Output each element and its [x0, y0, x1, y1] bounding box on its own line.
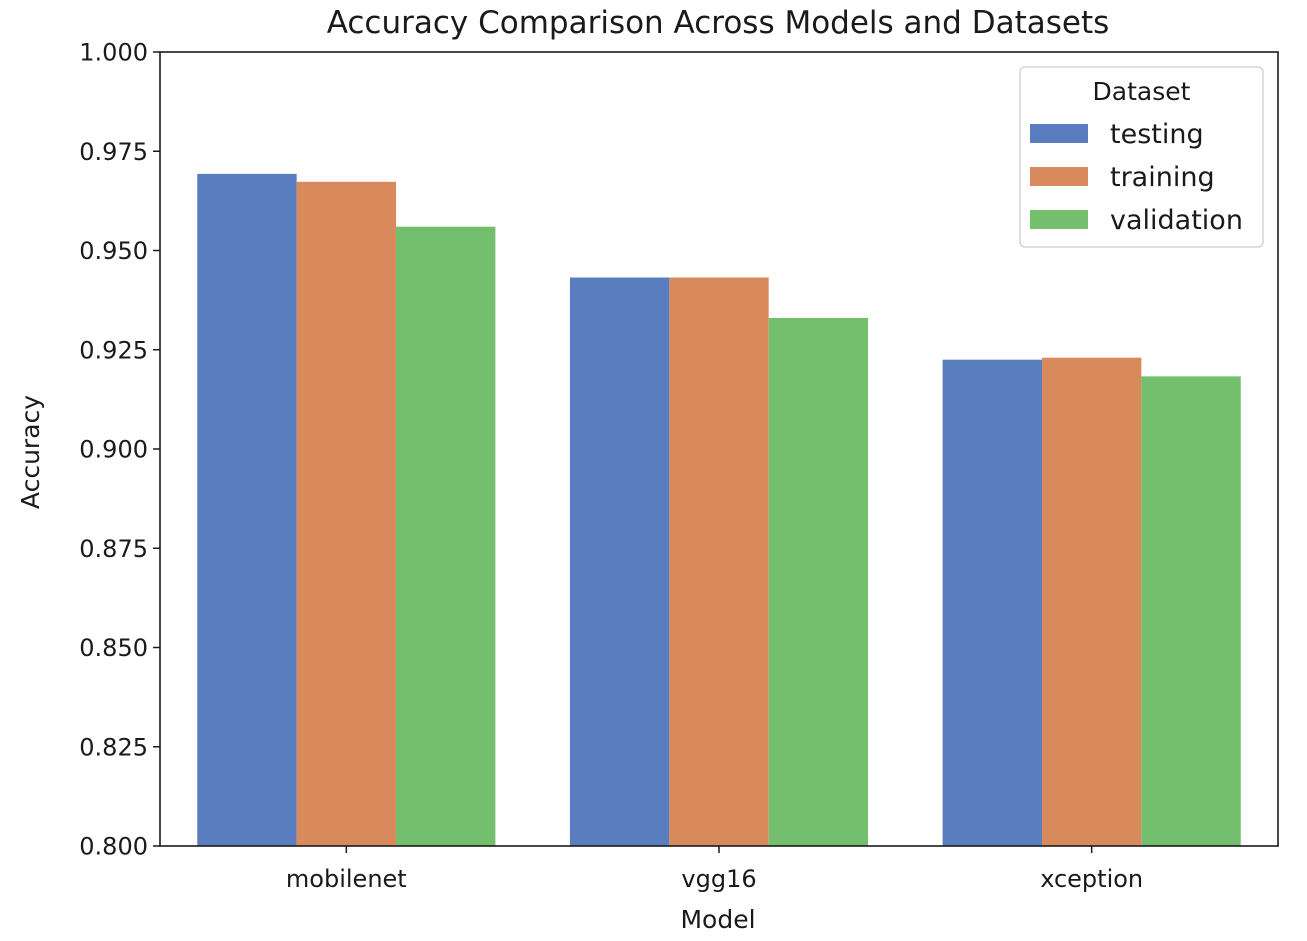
legend-label-training: training	[1110, 162, 1215, 193]
legend-title: Dataset	[1093, 77, 1191, 106]
x-tick-label: xception	[1040, 865, 1143, 893]
x-tick-label: vgg16	[681, 865, 756, 893]
y-tick-label: 0.850	[79, 634, 148, 662]
y-tick-label: 0.925	[79, 336, 148, 364]
bar-mobilenet-training	[296, 181, 397, 846]
y-tick-label: 0.800	[79, 833, 148, 861]
legend: Dataset testing training validation	[1019, 66, 1264, 248]
bar-mobilenet-testing	[197, 173, 297, 846]
legend-label-testing: testing	[1110, 119, 1204, 150]
bar-mobilenet-validation	[396, 226, 496, 846]
bar-xception-testing	[942, 359, 1042, 846]
bar-xception-validation	[1141, 376, 1241, 846]
chart-title: Accuracy Comparison Across Models and Da…	[327, 5, 1110, 41]
bar-vgg16-testing	[569, 277, 670, 846]
x-tick-label: mobilenet	[286, 865, 407, 893]
legend-swatch-training	[1030, 167, 1088, 186]
bar-vgg16-training	[669, 277, 769, 846]
axes-layer: mobilenet vgg16 xception 0.800 0.825 0.850 0.8…	[79, 39, 1279, 893]
y-tick-label: 0.950	[79, 237, 148, 265]
bar-vgg16-validation	[768, 317, 869, 846]
x-axis-label: Model	[680, 905, 755, 934]
plot-frame	[159, 51, 1279, 847]
y-tick-label: 0.825	[79, 733, 148, 761]
y-tick-label: 1.000	[79, 39, 148, 67]
bar-xception-training	[1041, 357, 1142, 846]
y-tick-label: 0.900	[79, 436, 148, 464]
legend-box	[1019, 66, 1264, 248]
y-axis-label: Accuracy	[16, 395, 45, 509]
legend-swatch-validation	[1030, 210, 1088, 229]
legend-label-validation: validation	[1110, 205, 1243, 236]
legend-swatch-testing	[1030, 124, 1088, 143]
bars-layer	[197, 173, 1241, 846]
y-tick-label: 0.975	[79, 138, 148, 166]
y-tick-label: 0.875	[79, 535, 148, 563]
